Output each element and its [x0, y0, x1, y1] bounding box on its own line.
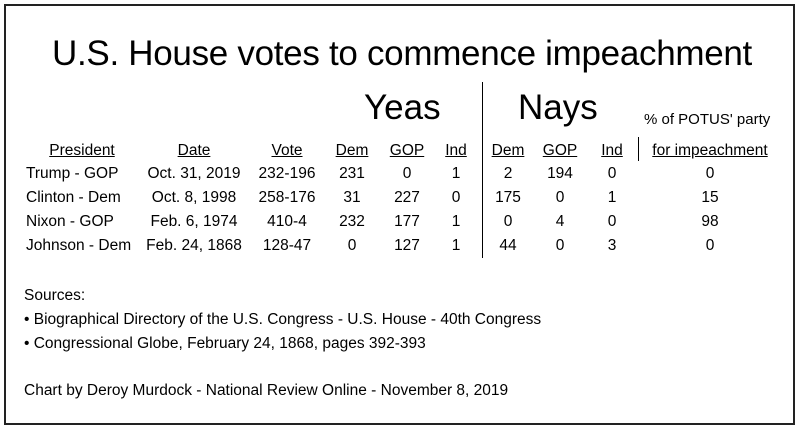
cell-yeas-ind: 1 — [451, 165, 461, 182]
column-header-yeas-gop: GOP — [389, 142, 425, 159]
cell-nays-ind: 0 — [607, 213, 617, 230]
cell-nays-dem: 44 — [499, 237, 517, 254]
chart-frame — [4, 4, 795, 425]
column-header-nays-dem: Dem — [491, 142, 525, 159]
cell-yeas-dem: 231 — [339, 165, 365, 182]
cell-president: Nixon - GOP — [26, 213, 114, 230]
cell-nays-gop: 0 — [555, 189, 565, 206]
cell-pct-for-impeachment: 98 — [701, 213, 719, 230]
cell-yeas-gop: 177 — [394, 213, 420, 230]
cell-president: Johnson - Dem — [26, 237, 132, 254]
cell-yeas-dem: 0 — [347, 237, 357, 254]
cell-nays-gop: 0 — [555, 237, 565, 254]
cell-date: Oct. 31, 2019 — [147, 165, 241, 182]
column-header-yeas-ind: Ind — [445, 142, 467, 159]
cell-yeas-ind: 1 — [451, 237, 461, 254]
pct-divider — [638, 137, 639, 161]
cell-vote: 232-196 — [258, 165, 316, 182]
cell-nays-gop: 4 — [555, 213, 565, 230]
cell-date: Feb. 24, 1868 — [146, 237, 242, 254]
sources-heading: Sources: — [24, 287, 86, 304]
cell-nays-ind: 1 — [607, 189, 617, 206]
cell-pct-for-impeachment: 15 — [701, 189, 719, 206]
column-header-vote: Vote — [271, 142, 303, 159]
cell-nays-gop: 194 — [547, 165, 573, 182]
cell-nays-dem: 0 — [503, 213, 513, 230]
cell-vote: 258-176 — [258, 189, 316, 206]
pct-header-line1: % of POTUS' party — [644, 111, 771, 128]
source-item: • Biographical Directory of the U.S. Con… — [24, 311, 542, 328]
yeas-group-label: Yeas — [364, 88, 441, 127]
cell-president: Clinton - Dem — [26, 189, 121, 206]
column-header-nays-gop: GOP — [542, 142, 578, 159]
cell-yeas-gop: 127 — [394, 237, 420, 254]
cell-pct-for-impeachment: 0 — [705, 165, 715, 182]
yeas-nays-divider — [482, 82, 483, 258]
cell-yeas-gop: 227 — [394, 189, 420, 206]
cell-yeas-ind: 1 — [451, 213, 461, 230]
chart-credit: Chart by Deroy Murdock - National Review… — [24, 382, 509, 399]
chart-title: U.S. House votes to commence impeachment — [52, 34, 752, 73]
cell-nays-dem: 2 — [503, 165, 513, 182]
cell-date: Oct. 8, 1998 — [151, 189, 237, 206]
cell-yeas-dem: 232 — [339, 213, 365, 230]
cell-nays-ind: 0 — [607, 165, 617, 182]
cell-date: Feb. 6, 1974 — [150, 213, 238, 230]
cell-vote: 128-47 — [262, 237, 312, 254]
nays-group-label: Nays — [518, 88, 598, 127]
column-header-pct-for-impeachment: for impeachment — [652, 142, 768, 159]
cell-yeas-ind: 0 — [451, 189, 461, 206]
column-header-president: President — [49, 142, 115, 159]
cell-vote: 410-4 — [267, 213, 307, 230]
cell-pct-for-impeachment: 0 — [705, 237, 715, 254]
cell-nays-dem: 175 — [495, 189, 521, 206]
column-header-nays-ind: Ind — [601, 142, 623, 159]
column-header-date: Date — [177, 142, 211, 159]
cell-president: Trump - GOP — [26, 165, 119, 182]
cell-nays-ind: 3 — [607, 237, 617, 254]
cell-yeas-dem: 31 — [343, 189, 361, 206]
cell-yeas-gop: 0 — [402, 165, 412, 182]
source-item: • Congressional Globe, February 24, 1868… — [24, 335, 426, 352]
column-header-yeas-dem: Dem — [335, 142, 369, 159]
